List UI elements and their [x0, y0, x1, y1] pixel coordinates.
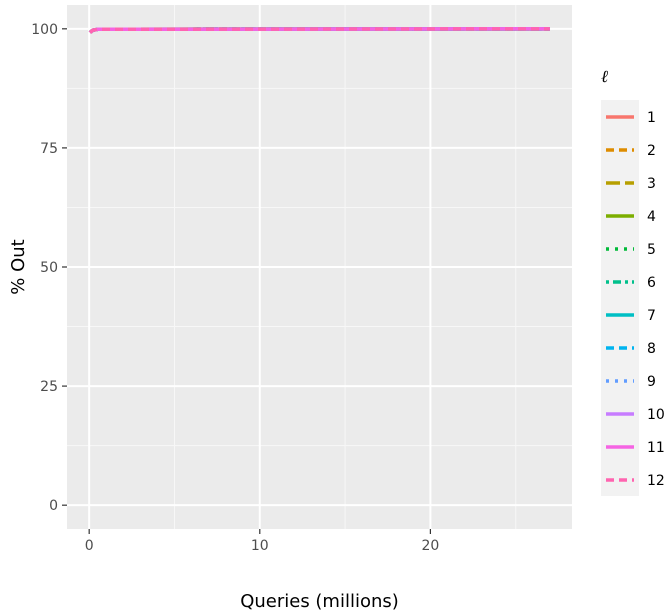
x-tick-label: 10	[251, 538, 269, 554]
legend-label-3: 3	[647, 176, 656, 192]
y-tick-label: 25	[40, 379, 58, 395]
series-lines	[88, 27, 550, 34]
series-line-12	[88, 27, 550, 34]
y-axis-title: % Out	[8, 239, 29, 294]
legend-title: ℓ	[601, 67, 608, 87]
x-axis: 0 10 20	[85, 529, 439, 554]
legend-label-5: 5	[647, 242, 656, 258]
legend-label-6: 6	[647, 275, 656, 291]
x-tick-label: 0	[85, 538, 94, 554]
legend-label-1: 1	[647, 110, 656, 126]
legend-label-12: 12	[647, 473, 665, 489]
y-tick-label: 50	[40, 260, 58, 276]
legend-label-9: 9	[647, 374, 656, 390]
x-axis-title: Queries (millions)	[240, 591, 399, 612]
legend-label-2: 2	[647, 143, 656, 159]
legend-key-background	[601, 100, 639, 496]
y-tick-label: 100	[31, 22, 58, 38]
legend-label-4: 4	[647, 209, 656, 225]
y-axis: 0 25 50 75 100	[31, 22, 67, 514]
y-tick-label: 0	[49, 498, 58, 514]
legend-label-8: 8	[647, 341, 656, 357]
legend-label-11: 11	[647, 440, 665, 456]
legend-label-7: 7	[647, 308, 656, 324]
x-tick-label: 20	[421, 538, 439, 554]
legend-label-10: 10	[647, 407, 665, 423]
y-tick-label: 75	[40, 141, 58, 157]
